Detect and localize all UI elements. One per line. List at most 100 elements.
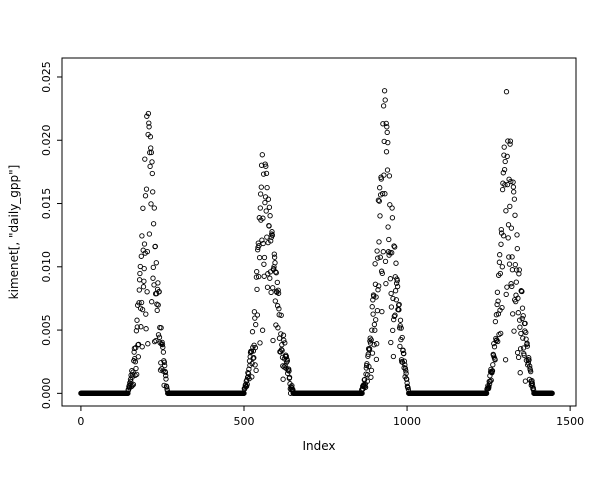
data-point <box>249 329 256 335</box>
data-point <box>278 346 285 353</box>
data-point <box>150 221 157 227</box>
data-point <box>519 315 525 322</box>
data-point <box>251 355 257 361</box>
data-point <box>549 390 555 396</box>
data-point <box>389 250 395 256</box>
data-point <box>388 290 394 297</box>
data-point <box>507 141 513 147</box>
data-point <box>517 346 524 352</box>
data-point <box>503 291 509 298</box>
data-point <box>282 340 288 346</box>
data-point <box>143 326 149 332</box>
data-point <box>144 289 150 295</box>
data-point <box>150 189 156 195</box>
data-point <box>160 349 167 355</box>
data-point <box>526 355 532 361</box>
data-point <box>516 267 522 273</box>
data-point <box>280 376 286 382</box>
data-point <box>380 103 387 109</box>
data-point <box>272 260 278 266</box>
data-point <box>401 350 407 357</box>
data-point <box>515 310 521 316</box>
data-point <box>159 339 165 346</box>
data-point <box>511 196 518 202</box>
data-point <box>520 313 526 319</box>
data-point <box>146 120 152 126</box>
data-point <box>378 176 384 182</box>
data-point <box>371 342 377 348</box>
data-point <box>392 312 398 318</box>
data-point <box>141 265 147 272</box>
data-point <box>159 341 166 348</box>
data-point <box>143 311 149 317</box>
data-point <box>138 253 144 259</box>
data-point <box>277 349 284 355</box>
data-point <box>513 279 519 285</box>
data-point <box>403 370 409 377</box>
data-point <box>156 334 163 340</box>
data-point <box>149 170 155 177</box>
data-point <box>371 321 378 328</box>
data-point <box>379 308 385 315</box>
y-tick-label: 0.025 <box>40 61 53 93</box>
data-point <box>148 149 155 156</box>
data-point <box>504 181 511 188</box>
data-point <box>257 191 264 197</box>
data-point <box>256 273 262 280</box>
data-point <box>508 225 515 231</box>
data-point <box>151 205 157 211</box>
data-point <box>244 381 250 387</box>
data-point <box>516 317 523 323</box>
x-tick-label: 0 <box>77 415 84 428</box>
data-point <box>368 374 374 380</box>
data-point <box>509 283 515 290</box>
data-point <box>264 184 270 191</box>
y-axis: 0.000 0.005 0.010 0.015 0.020 0.025 <box>40 61 62 409</box>
data-point <box>398 325 404 331</box>
data-point <box>140 284 147 290</box>
x-axis: 0 500 1000 1500 <box>77 406 584 428</box>
data-point <box>133 365 139 372</box>
data-point <box>384 124 390 130</box>
data-point <box>517 370 523 376</box>
data-point <box>258 184 264 190</box>
data-point <box>385 224 391 230</box>
data-point <box>376 198 382 204</box>
data-point <box>278 312 284 318</box>
y-tick-label: 0.020 <box>40 125 53 157</box>
data-point <box>147 163 153 170</box>
data-point <box>131 349 137 355</box>
data-point <box>265 196 272 202</box>
data-point <box>280 332 287 338</box>
data-point <box>382 97 388 103</box>
data-point <box>509 254 515 260</box>
data-point <box>522 320 528 327</box>
data-point <box>262 199 268 206</box>
data-point <box>396 307 402 313</box>
data-point <box>487 378 493 384</box>
data-point <box>145 341 151 347</box>
data-point <box>375 255 381 261</box>
data-point <box>266 204 273 210</box>
data-point <box>513 267 520 273</box>
data-point <box>267 275 273 281</box>
data-point <box>136 300 142 306</box>
data-point <box>139 344 145 350</box>
data-point <box>155 332 162 338</box>
data-point <box>271 251 277 257</box>
data-point <box>267 269 274 275</box>
data-point <box>374 248 380 254</box>
data-point <box>260 215 266 221</box>
data-point <box>390 327 396 334</box>
data-point <box>162 369 169 376</box>
data-point <box>374 341 380 347</box>
data-point <box>394 283 401 290</box>
data-point <box>506 254 512 260</box>
data-point <box>152 243 158 250</box>
data-point <box>497 252 503 258</box>
data-point <box>391 243 397 249</box>
data-point <box>386 173 393 179</box>
data-point <box>138 299 145 306</box>
data-point <box>362 384 369 390</box>
data-point <box>373 294 379 300</box>
